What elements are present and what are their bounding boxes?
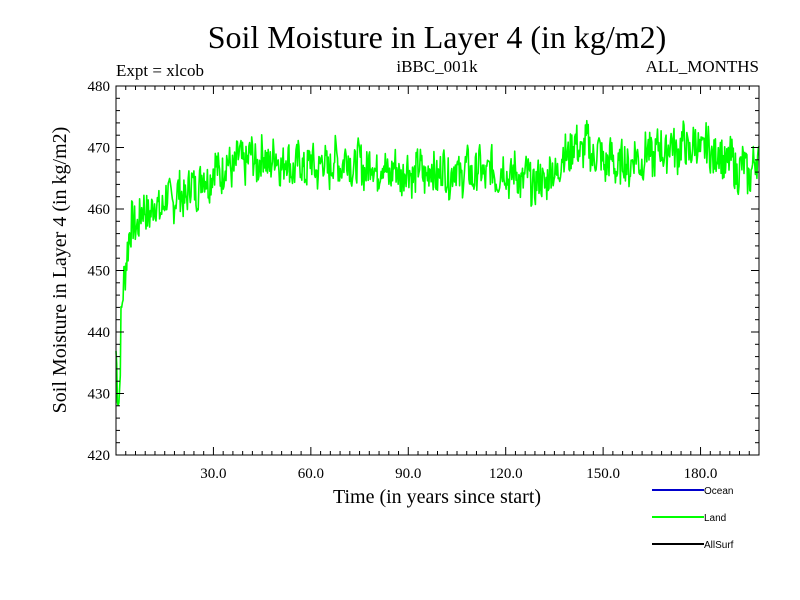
tick-layer: 30.0 60.0 90.0 120.0 150.0 180.0 420 430 440 450 4… <box>88 79 759 482</box>
experiment-label: Expt = xlcob <box>116 61 204 80</box>
plot-area: 30.0 60.0 90.0 120.0 150.0 180.0 420 430 440 450 4… <box>88 79 760 482</box>
legend: Ocean Land AllSurf <box>652 486 734 551</box>
y-tick-label: 430 <box>88 387 111 403</box>
x-tick-label: 180.0 <box>684 466 718 482</box>
x-tick-label: 60.0 <box>298 466 324 482</box>
chart-title: Soil Moisture in Layer 4 (in kg/m2) <box>208 19 667 55</box>
y-tick-label: 460 <box>88 202 111 218</box>
series-line-land <box>115 119 760 407</box>
y-tick-label: 420 <box>88 448 111 464</box>
y-axis-label: Soil Moisture in Layer 4 (in kg/m2) <box>49 127 71 414</box>
x-tick-label: 150.0 <box>586 466 620 482</box>
y-tick-label: 470 <box>88 141 111 157</box>
run-label: iBBC_001k <box>396 57 478 76</box>
series-layer <box>115 119 760 407</box>
plot-frame <box>115 85 760 456</box>
legend-label-ocean: Ocean <box>704 486 733 497</box>
y-tick-label: 450 <box>88 264 111 280</box>
x-tick-label: 30.0 <box>200 466 226 482</box>
y-tick-label: 440 <box>88 325 111 341</box>
x-tick-label: 90.0 <box>395 466 421 482</box>
months-label: ALL_MONTHS <box>646 57 759 76</box>
legend-label-allsurf: AllSurf <box>704 540 734 551</box>
x-tick-label: 120.0 <box>489 466 523 482</box>
x-axis-label: Time (in years since start) <box>333 486 541 508</box>
legend-label-land: Land <box>704 513 726 524</box>
y-tick-label: 480 <box>88 79 111 95</box>
